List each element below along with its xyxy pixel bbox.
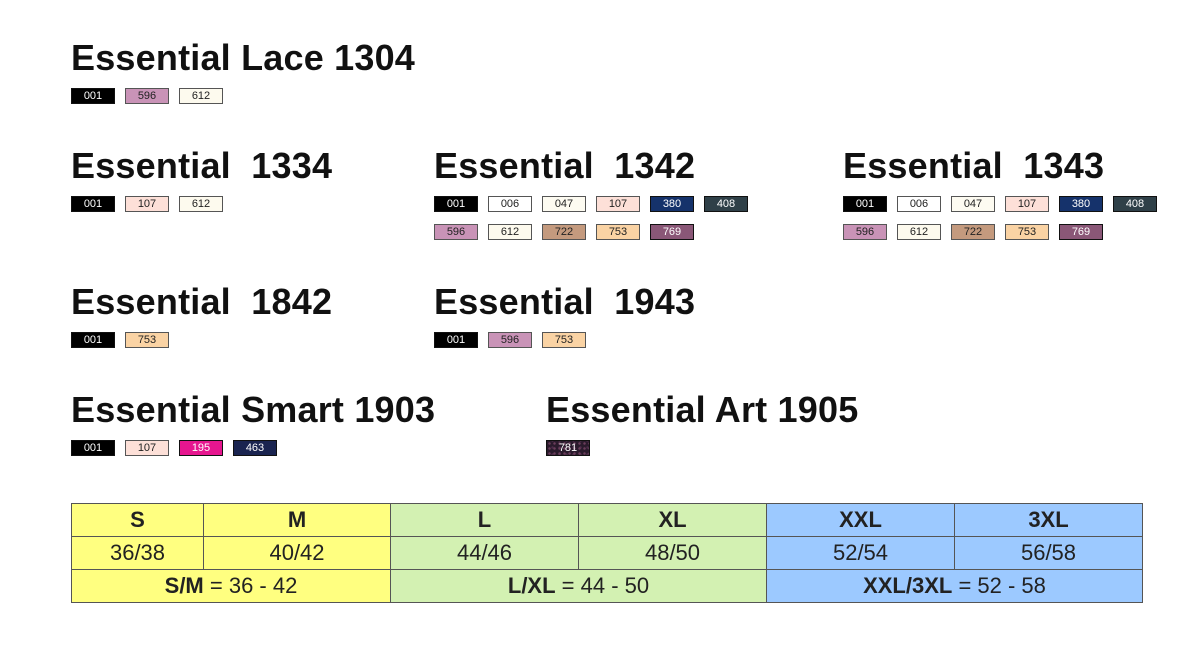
color-swatch: 001: [71, 88, 115, 104]
color-swatches: 001 596 612: [71, 88, 401, 116]
color-swatch: 195: [179, 440, 223, 456]
size-combo-cell: L/XL = 44 - 50: [390, 569, 767, 603]
color-swatch: 769: [1059, 224, 1103, 240]
size-label-row: S M L XL XXL 3XL: [71, 503, 1143, 537]
color-swatch: 596: [434, 224, 478, 240]
color-swatch: 408: [1113, 196, 1157, 212]
color-swatches: 001 753: [71, 332, 401, 360]
product-title: Essential 1842: [71, 281, 333, 322]
color-swatch: 006: [897, 196, 941, 212]
product-title: Essential 1943: [434, 281, 696, 322]
color-swatch: 047: [542, 196, 586, 212]
color-swatch: 408: [704, 196, 748, 212]
color-swatch: 107: [1005, 196, 1049, 212]
color-swatch: 722: [542, 224, 586, 240]
product-smart-1903: Essential Smart 1903 001 107 195 463: [71, 390, 435, 468]
size-combo-cell: S/M = 36 - 42: [71, 569, 391, 603]
color-swatches: 001 107 612: [71, 196, 401, 224]
color-swatches: 781: [546, 440, 876, 468]
product-1342: Essential 1342 001 006 047 107 380 408 5…: [434, 146, 764, 252]
size-label-cell: S: [71, 503, 204, 537]
color-swatch: 380: [1059, 196, 1103, 212]
color-swatch: 001: [71, 440, 115, 456]
size-combo-cell: XXL/3XL = 52 - 58: [766, 569, 1143, 603]
color-swatch: 047: [951, 196, 995, 212]
combo-label: S/M: [164, 573, 204, 598]
color-swatches: 001 107 195 463: [71, 440, 401, 468]
combo-label: L/XL: [507, 573, 556, 598]
combo-range: = 52 - 58: [958, 573, 1046, 598]
color-swatch: 722: [951, 224, 995, 240]
color-swatch: 612: [179, 196, 223, 212]
color-swatch: 781: [546, 440, 590, 456]
color-swatches: 001 596 753: [434, 332, 764, 360]
product-title: Essential Lace 1304: [71, 37, 416, 78]
product-1943: Essential 1943 001 596 753: [434, 282, 764, 360]
size-range-cell: 52/54: [766, 536, 955, 570]
product-title: Essential Art 1905: [546, 389, 859, 430]
color-swatches: 001 006 047 107 380 408 596 612 722 753 …: [434, 196, 764, 252]
product-title: Essential 1342: [434, 145, 696, 186]
color-swatch: 596: [488, 332, 532, 348]
size-combo-row: S/M = 36 - 42 L/XL = 44 - 50 XXL/3XL = 5…: [71, 569, 1143, 603]
color-swatch: 753: [542, 332, 586, 348]
color-swatch: 380: [650, 196, 694, 212]
color-swatch: 001: [843, 196, 887, 212]
size-label-cell: L: [390, 503, 579, 537]
color-swatch: 769: [650, 224, 694, 240]
color-swatch: 001: [71, 332, 115, 348]
color-swatch: 001: [71, 196, 115, 212]
color-swatch: 006: [488, 196, 532, 212]
color-swatch: 463: [233, 440, 277, 456]
color-swatch: 596: [843, 224, 887, 240]
color-swatch: 001: [434, 332, 478, 348]
product-title: Essential Smart 1903: [71, 389, 436, 430]
size-range-cell: 56/58: [954, 536, 1143, 570]
product-title: Essential 1334: [71, 145, 333, 186]
combo-range: = 36 - 42: [209, 573, 298, 598]
combo-label: XXL/3XL: [863, 573, 953, 598]
color-swatch: 612: [488, 224, 532, 240]
color-swatch: 612: [179, 88, 223, 104]
product-title: Essential 1343: [843, 145, 1105, 186]
size-range-cell: 48/50: [578, 536, 767, 570]
size-range-cell: 44/46: [390, 536, 579, 570]
size-label-cell: XL: [578, 503, 767, 537]
color-swatch: 107: [596, 196, 640, 212]
size-label-cell: XXL: [766, 503, 955, 537]
color-swatch: 596: [125, 88, 169, 104]
size-range-row: 36/38 40/42 44/46 48/50 52/54 56/58: [71, 536, 1143, 570]
product-lace-1304: Essential Lace 1304 001 596 612: [71, 38, 415, 116]
size-range-cell: 40/42: [203, 536, 391, 570]
color-swatch: 753: [596, 224, 640, 240]
product-1343: Essential 1343 001 006 047 107 380 408 5…: [843, 146, 1173, 252]
size-label-cell: M: [203, 503, 391, 537]
color-swatch: 753: [1005, 224, 1049, 240]
color-swatch: 612: [897, 224, 941, 240]
color-swatch: 753: [125, 332, 169, 348]
size-range-cell: 36/38: [71, 536, 204, 570]
color-swatch: 107: [125, 440, 169, 456]
color-swatch: 107: [125, 196, 169, 212]
color-swatches: 001 006 047 107 380 408 596 612 722 753 …: [843, 196, 1173, 252]
product-1334: Essential 1334 001 107 612: [71, 146, 401, 224]
size-chart-table: S M L XL XXL 3XL 36/38 40/42 44/46 48/50…: [71, 503, 1143, 603]
size-label-cell: 3XL: [954, 503, 1143, 537]
product-art-1905: Essential Art 1905 781: [546, 390, 876, 468]
color-swatch: 001: [434, 196, 478, 212]
combo-range: = 44 - 50: [561, 573, 650, 598]
product-1842: Essential 1842 001 753: [71, 282, 401, 360]
